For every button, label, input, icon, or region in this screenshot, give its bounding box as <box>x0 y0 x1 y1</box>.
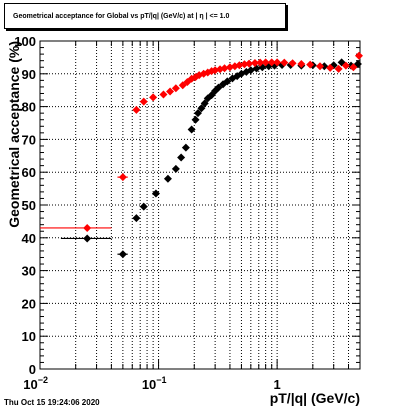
data-point <box>181 143 190 152</box>
chart-title-box: Geometrical acceptance for Global vs pT/… <box>4 3 286 29</box>
x-tick-label: 10−2 <box>23 375 48 392</box>
data-point <box>256 58 265 67</box>
data-point <box>166 87 175 96</box>
data-point <box>306 60 315 69</box>
series-red <box>40 51 363 232</box>
data-point <box>177 153 186 162</box>
data-point <box>191 115 200 124</box>
data-point <box>235 61 244 70</box>
data-point <box>187 125 196 134</box>
data-point <box>132 214 141 223</box>
data-point <box>151 189 160 198</box>
data-point <box>258 63 267 72</box>
data-point <box>230 62 239 71</box>
data-point <box>288 59 297 68</box>
data-point <box>261 58 270 67</box>
data-point <box>149 93 158 102</box>
data-point <box>83 223 92 232</box>
data-point <box>171 164 180 173</box>
data-point <box>246 66 255 75</box>
x-axis-title: pT/|q| (GeV/c) <box>270 390 360 406</box>
data-point <box>118 250 127 259</box>
data-point <box>163 174 172 183</box>
y-tick-label: 40 <box>22 231 36 246</box>
x-tick-label: 10−1 <box>142 375 167 392</box>
data-point <box>83 234 92 243</box>
data-point <box>320 62 329 71</box>
y-tick-label: 100 <box>14 34 36 49</box>
data-point <box>171 84 180 93</box>
chart-title: Geometrical acceptance for Global vs pT/… <box>13 12 230 20</box>
y-tick-label: 50 <box>22 198 36 213</box>
y-tick-label: 0 <box>29 362 36 377</box>
data-point <box>334 64 343 73</box>
data-point <box>354 51 363 60</box>
data-point <box>341 61 350 70</box>
grid <box>40 41 360 369</box>
data-point <box>349 63 358 72</box>
y-tick-label: 90 <box>22 67 36 82</box>
data-point <box>316 62 325 71</box>
data-point <box>273 58 282 67</box>
series-group <box>40 51 363 259</box>
y-tick-label: 80 <box>22 100 36 115</box>
data-point <box>139 97 148 106</box>
y-tick-label: 20 <box>22 296 36 311</box>
y-tick-label: 30 <box>22 264 36 279</box>
data-point <box>245 59 254 68</box>
footer-timestamp: Thu Oct 15 19:24:06 2020 <box>4 398 100 407</box>
data-point <box>193 109 202 118</box>
data-point <box>225 63 234 72</box>
y-tick-label: 60 <box>22 165 36 180</box>
data-point <box>197 104 206 113</box>
data-point <box>118 173 127 182</box>
data-point <box>252 64 261 73</box>
data-point <box>139 202 148 211</box>
data-point <box>240 60 249 69</box>
data-point <box>220 64 229 73</box>
y-tick-label: 10 <box>22 329 36 344</box>
data-point <box>280 58 289 67</box>
data-point <box>159 90 168 99</box>
data-point <box>132 105 141 114</box>
y-tick-label: 70 <box>22 132 36 147</box>
axes: 0 10 20 30 40 50 60 70 80 90 100 10−2 10−1 1 <box>14 34 361 392</box>
data-point <box>264 62 273 71</box>
data-point <box>267 58 276 67</box>
data-point <box>326 63 335 72</box>
data-point <box>250 58 259 67</box>
data-point <box>223 77 232 86</box>
data-point <box>297 59 306 68</box>
y-axis-title: Geometrical acceptance (%) <box>6 41 22 228</box>
x-tick-label: 1 <box>274 377 281 392</box>
